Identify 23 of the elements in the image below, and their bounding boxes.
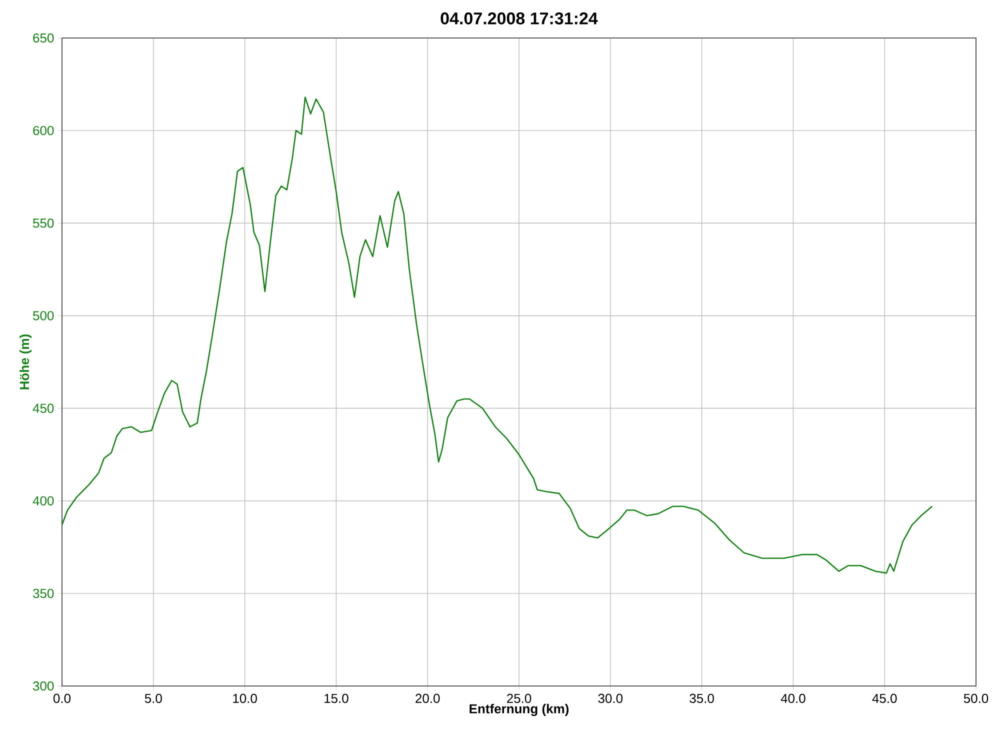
y-tick-label: 500 (33, 311, 54, 320)
y-tick-label: 450 (32, 404, 54, 413)
x-tick-label: 25.0 (507, 694, 532, 704)
chart-title: 04.07.2008 17:31:24 (440, 12, 598, 24)
y-tick-label: 600 (33, 126, 54, 136)
line-series (62, 96, 933, 574)
x-axis-title: Entfernung (km) (470, 704, 569, 716)
x-tick-label: 30.0 (598, 694, 623, 704)
y-tick-label: 300 (33, 681, 54, 691)
y-tick-label: 350 (33, 588, 54, 598)
x-tick-label: 20.0 (416, 694, 440, 704)
y-tick-label: 550 (33, 218, 54, 228)
x-tick-label: 40.0 (780, 694, 806, 704)
x-tick-label: 0.0 (53, 694, 71, 704)
y-tick-label: 400 (32, 496, 54, 506)
x-tick-label: 45.0 (872, 694, 897, 704)
x-tick-label: 5.0 (144, 694, 162, 704)
x-tick-label: 10.0 (233, 694, 257, 704)
x-tick-label: 15.0 (324, 694, 348, 704)
y-tick-label: 650 (33, 33, 54, 43)
y-axis-title: Höhe (m) (20, 334, 32, 390)
x-tick-label: 35.0 (690, 694, 714, 704)
x-tick-label: 50.0 (964, 694, 988, 704)
